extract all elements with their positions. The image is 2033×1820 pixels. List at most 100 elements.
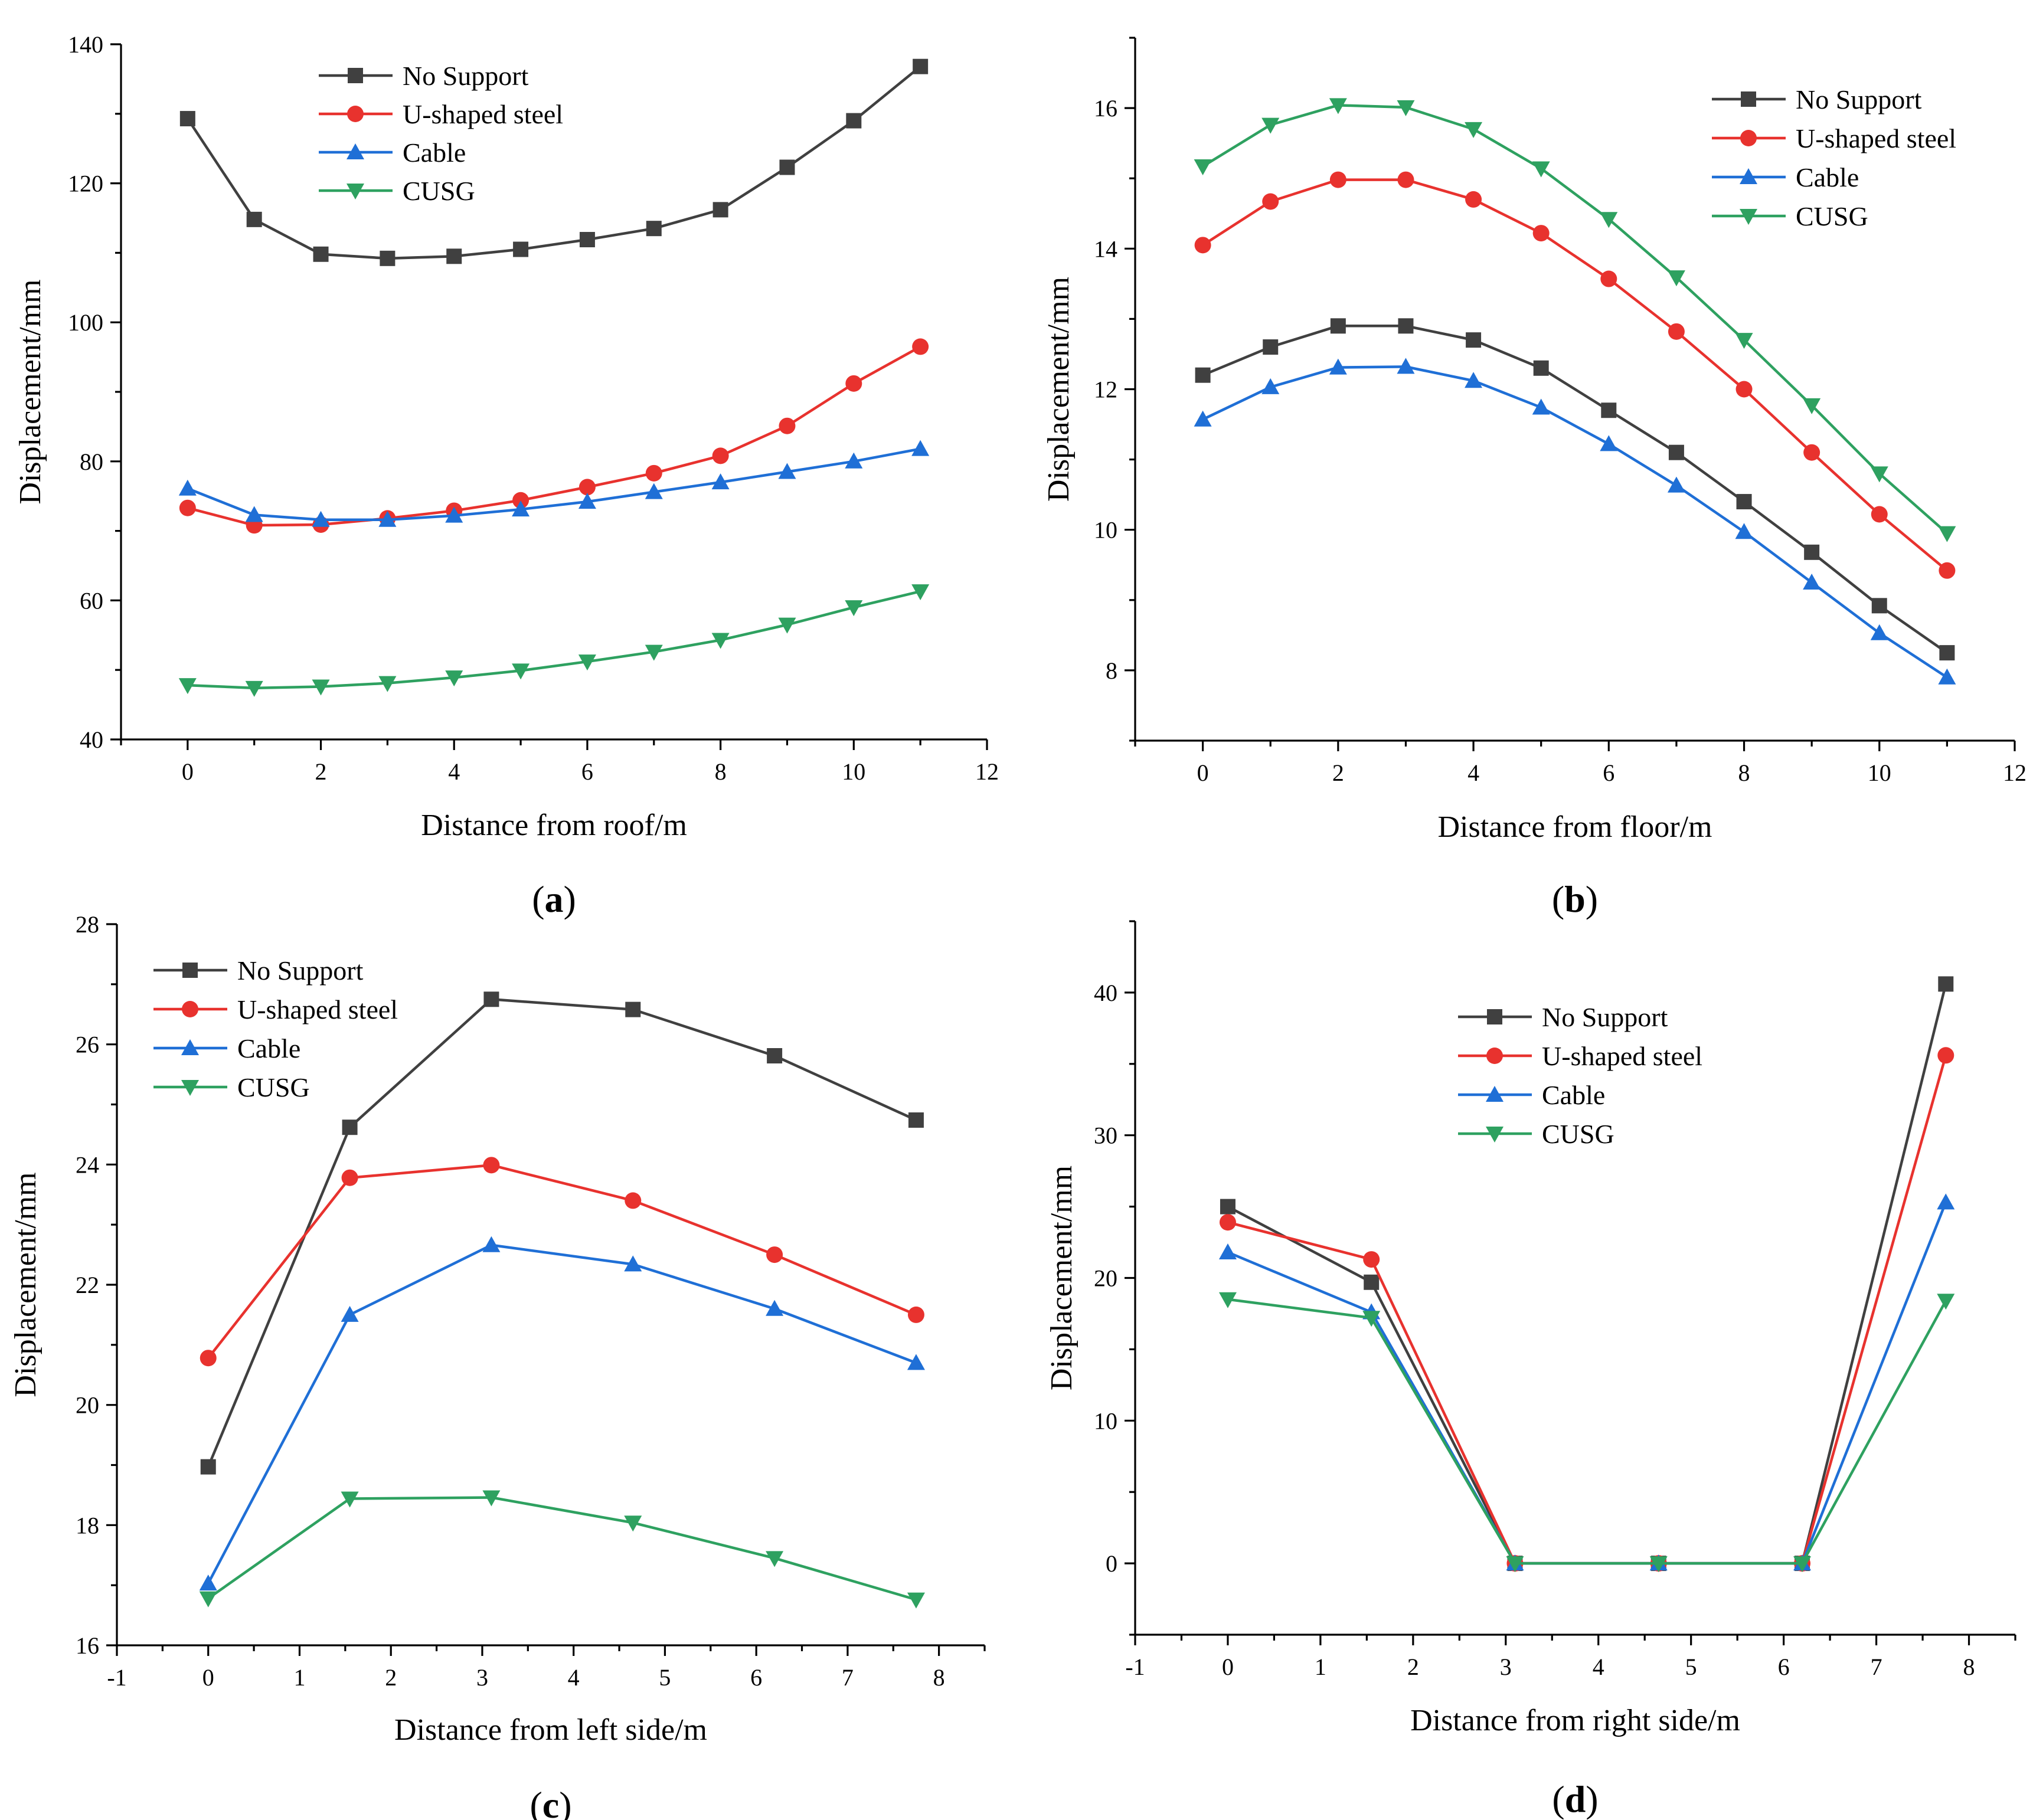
data-point bbox=[1533, 360, 1549, 376]
y-tick-label: 140 bbox=[68, 31, 103, 58]
data-point bbox=[579, 232, 595, 248]
data-point bbox=[1329, 98, 1347, 114]
legend: No Support U-shaped steel Cable CUSG bbox=[319, 61, 563, 206]
data-point bbox=[1601, 402, 1617, 418]
data-point bbox=[1219, 1214, 1236, 1231]
y-tick-label: 30 bbox=[1094, 1122, 1117, 1149]
data-point bbox=[578, 654, 596, 671]
data-point bbox=[625, 1001, 641, 1017]
y-tick-label: 8 bbox=[1106, 657, 1117, 684]
y-tick-label: 24 bbox=[76, 1151, 99, 1178]
data-point bbox=[1804, 544, 1820, 560]
legend-label: CUSG bbox=[1796, 201, 1868, 231]
x-tick-label: 8 bbox=[933, 1664, 945, 1691]
data-point bbox=[1871, 506, 1888, 523]
data-point bbox=[1735, 523, 1753, 539]
data-point bbox=[341, 1305, 359, 1322]
legend-item: CUSG bbox=[153, 1072, 310, 1102]
series-line bbox=[1202, 365, 1948, 679]
y-tick-label: 40 bbox=[80, 726, 103, 753]
legend: No Support U-shaped steel Cable CUSG bbox=[1712, 84, 1956, 231]
data-point bbox=[1329, 358, 1347, 375]
legend-marker bbox=[1486, 1048, 1503, 1064]
legend-label: CUSG bbox=[237, 1072, 310, 1102]
y-tick-label: 28 bbox=[76, 911, 99, 938]
data-point bbox=[199, 1575, 217, 1591]
data-point bbox=[1263, 339, 1279, 355]
data-point bbox=[767, 1048, 783, 1064]
legend-item: Cable bbox=[1458, 1080, 1605, 1110]
y-tick-label: 60 bbox=[80, 587, 103, 614]
legend-marker bbox=[181, 1039, 199, 1055]
x-tick-label: 3 bbox=[476, 1664, 488, 1691]
panel-label: (d) bbox=[1552, 1778, 1598, 1820]
data-point bbox=[341, 1491, 359, 1508]
data-point bbox=[1600, 435, 1618, 451]
data-point bbox=[845, 600, 863, 617]
legend-item: U-shaped steel bbox=[319, 99, 563, 129]
x-tick-label: 3 bbox=[1500, 1654, 1512, 1680]
data-point bbox=[778, 463, 796, 479]
data-point bbox=[1532, 161, 1550, 178]
data-point bbox=[779, 159, 795, 175]
series-line bbox=[1227, 1298, 1947, 1565]
data-point bbox=[380, 250, 396, 266]
y-tick-label: 20 bbox=[1094, 1265, 1117, 1292]
y-axis-title: Displacement/mm bbox=[9, 1172, 43, 1397]
data-point bbox=[313, 246, 329, 262]
data-point bbox=[512, 492, 530, 509]
legend-label: No Support bbox=[237, 955, 364, 986]
data-point bbox=[845, 375, 862, 392]
panel-label: (c) bbox=[530, 1784, 571, 1820]
y-axis-title: Displacement/mm bbox=[1045, 1166, 1078, 1390]
y-axis-title: Displacement/mm bbox=[1042, 277, 1076, 502]
data-point bbox=[179, 499, 196, 516]
data-point bbox=[711, 633, 730, 649]
data-point bbox=[445, 506, 463, 523]
legend-marker bbox=[182, 1001, 198, 1017]
data-point bbox=[1397, 171, 1414, 188]
legend-marker bbox=[1740, 209, 1757, 225]
panel-paren-open: ( bbox=[530, 1784, 542, 1820]
series-line bbox=[186, 65, 921, 260]
legend-item: No Support bbox=[153, 955, 364, 986]
legend-item: CUSG bbox=[319, 176, 475, 206]
data-point bbox=[624, 1255, 642, 1272]
legend-marker bbox=[1486, 1127, 1503, 1143]
legend-marker bbox=[1740, 130, 1757, 146]
data-point bbox=[1261, 117, 1280, 134]
data-point bbox=[1195, 367, 1211, 383]
legend-item: Cable bbox=[319, 138, 466, 168]
data-point bbox=[483, 991, 499, 1007]
x-tick-label: 8 bbox=[1738, 760, 1750, 786]
data-point bbox=[245, 506, 263, 522]
series-no-support bbox=[1195, 318, 1955, 661]
legend-marker bbox=[1741, 91, 1756, 107]
legend-label: CUSG bbox=[1542, 1119, 1614, 1149]
data-point bbox=[1870, 466, 1888, 483]
data-point bbox=[1506, 1556, 1524, 1573]
data-point bbox=[1194, 410, 1212, 427]
data-point bbox=[646, 221, 662, 237]
data-point bbox=[1937, 1193, 1955, 1210]
series-line bbox=[207, 998, 917, 1468]
series-no-support bbox=[200, 991, 924, 1475]
data-point bbox=[907, 1592, 925, 1609]
panel-letter: a bbox=[545, 878, 564, 920]
legend-marker bbox=[347, 184, 364, 199]
x-tick-label: 6 bbox=[581, 758, 593, 785]
x-tick-label: 10 bbox=[842, 758, 865, 785]
y-axis-title: Displacement/mm bbox=[14, 279, 47, 504]
y-tick-label: 22 bbox=[76, 1272, 99, 1298]
y-tick-label: 16 bbox=[76, 1632, 99, 1659]
y-tick-label: 26 bbox=[76, 1032, 99, 1058]
data-point bbox=[911, 440, 930, 456]
data-point bbox=[1793, 1556, 1812, 1573]
data-point bbox=[312, 510, 330, 527]
y-tick-label: 120 bbox=[68, 171, 103, 197]
data-point bbox=[1330, 318, 1346, 334]
series-cusg bbox=[1218, 1292, 1955, 1573]
x-tick-label: 12 bbox=[975, 758, 999, 785]
legend-marker bbox=[348, 68, 363, 83]
data-point bbox=[907, 1306, 924, 1323]
